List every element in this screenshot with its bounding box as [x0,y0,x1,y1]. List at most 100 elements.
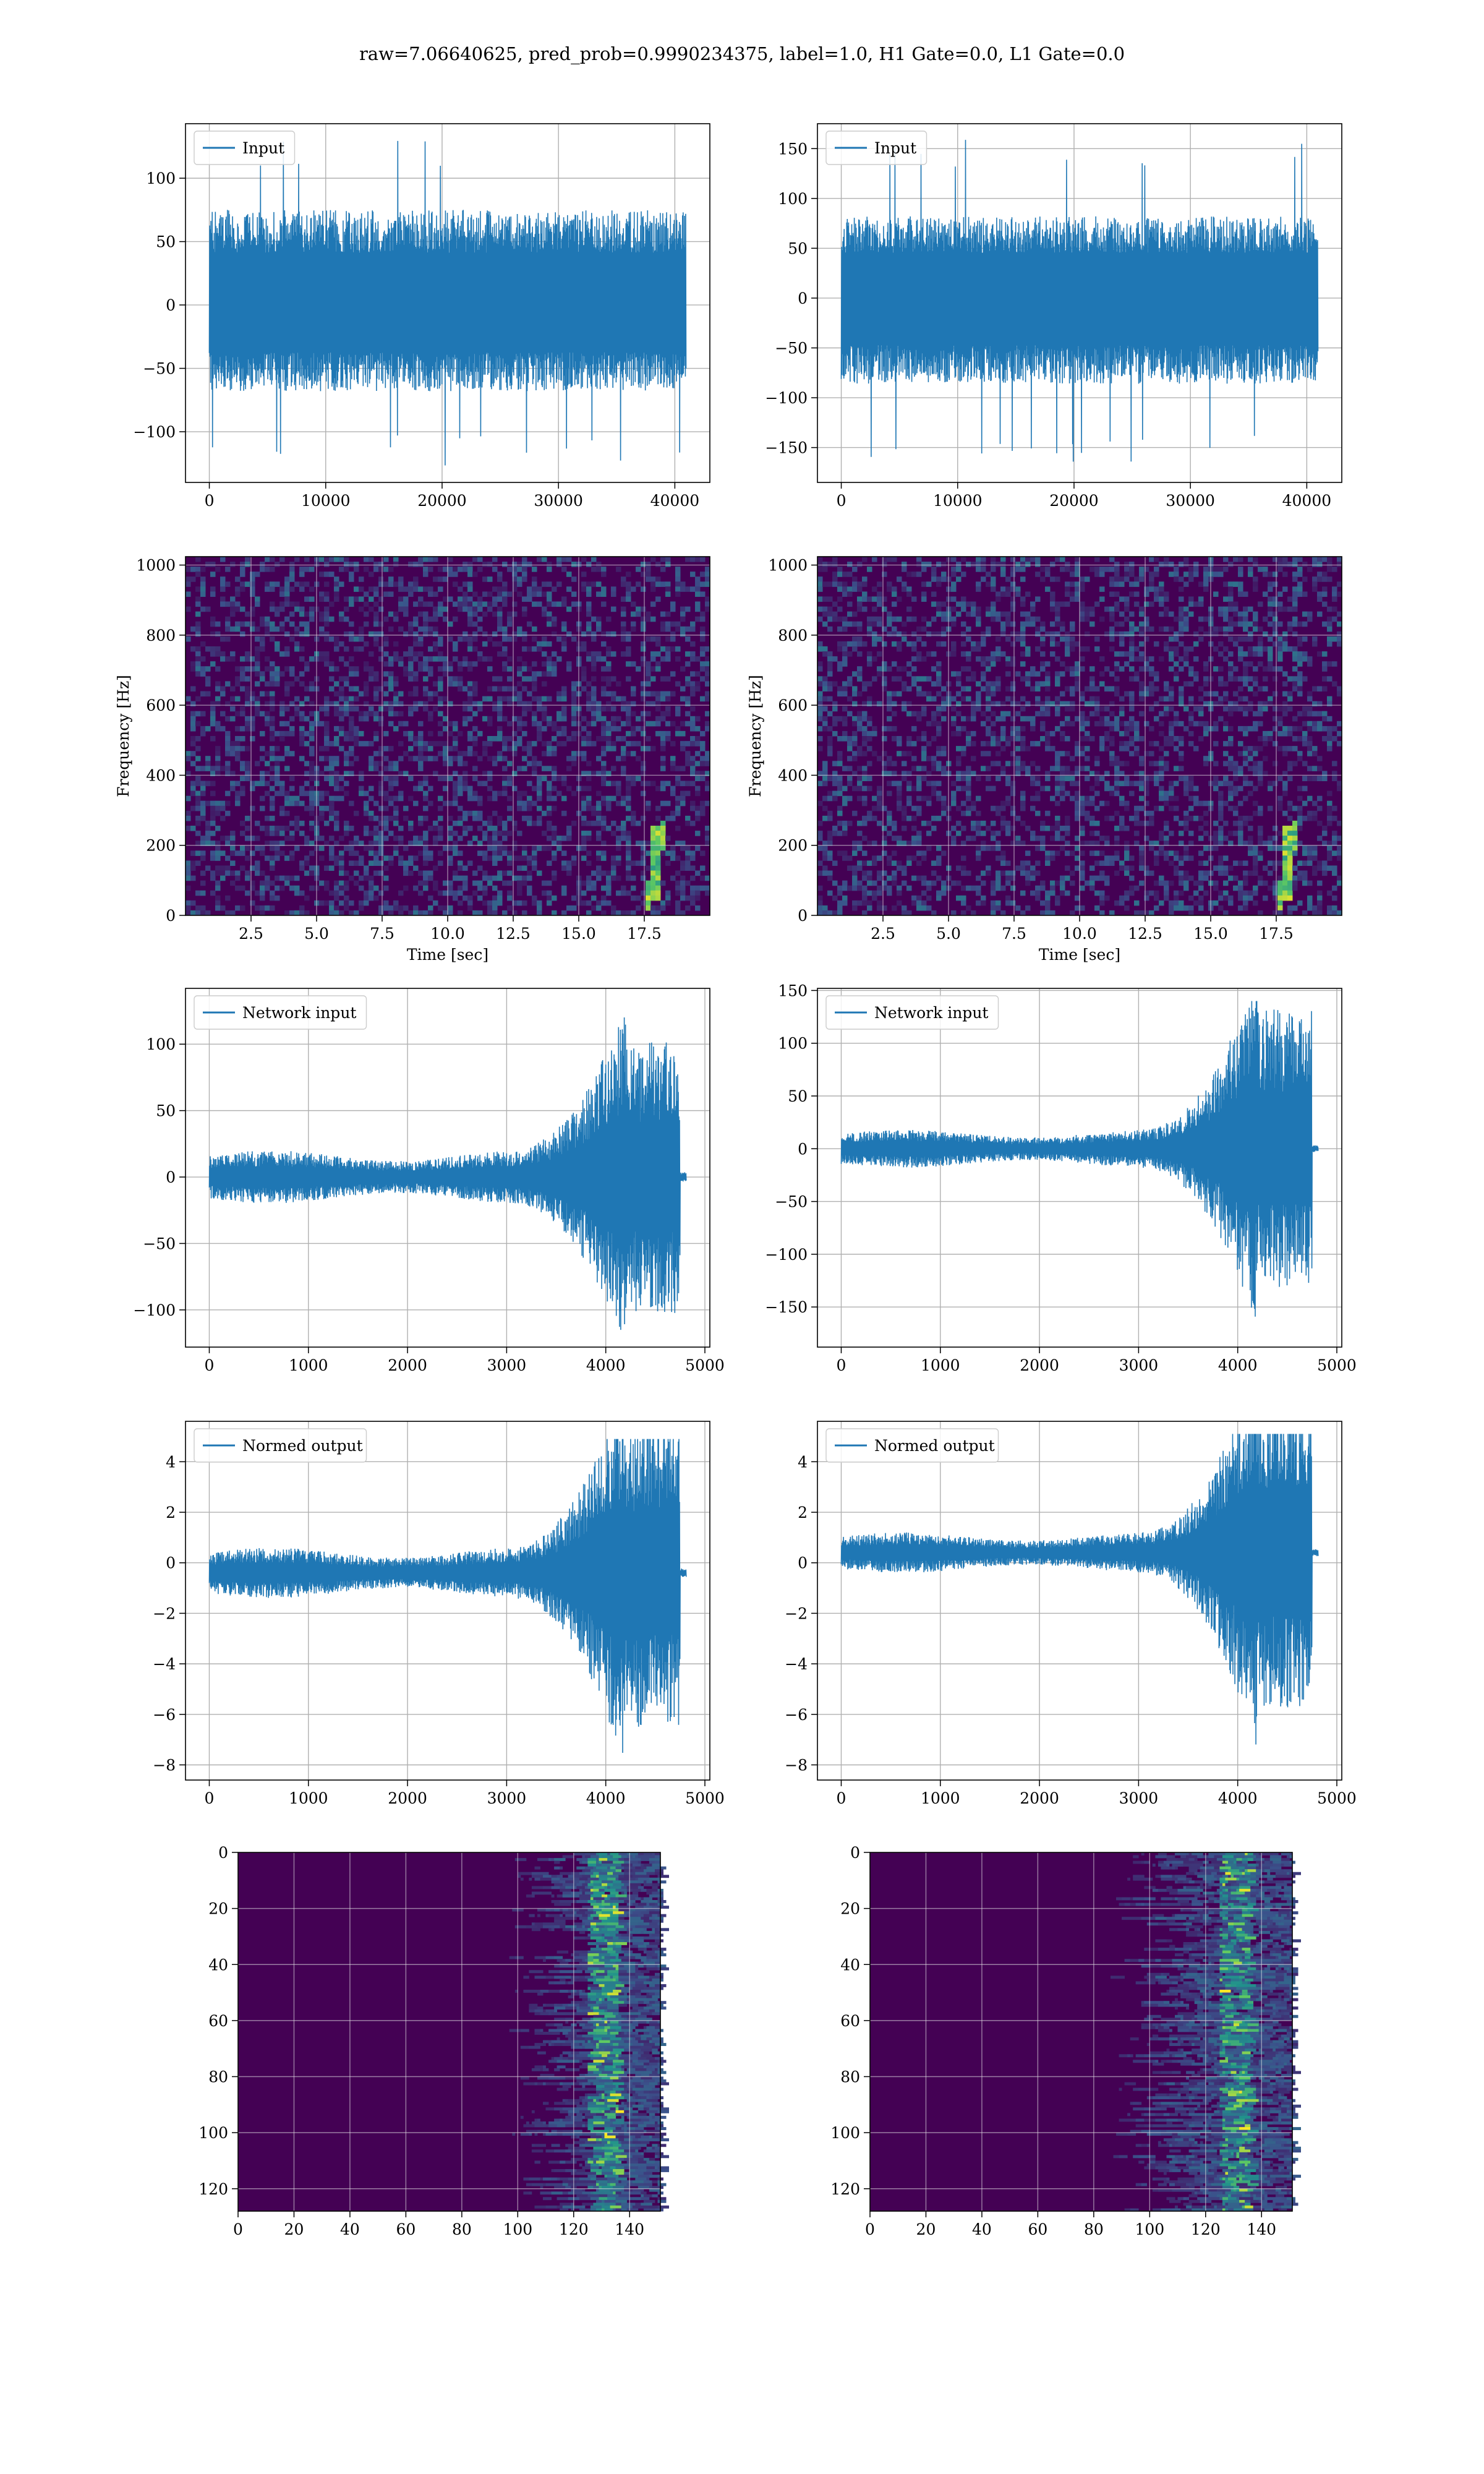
x-tick-label: 5000 [685,1789,725,1807]
x-tick-label: 0 [865,2220,875,2238]
spec-h1-cells [186,557,710,916]
x-axis-label: Time [sec] [1039,946,1120,964]
y-tick-label: 600 [146,696,176,714]
y-tick-label: 4 [166,1453,176,1471]
y-tick-label: 0 [166,1554,176,1572]
legend: Network input [194,995,367,1030]
y-tick-label: −50 [775,340,808,357]
y-tick-label: 60 [840,2012,860,2030]
input-l1-chart: 0 10000 20000 30000 40000 −150 −100 −50 0 50 100 15… [765,123,1342,510]
x-tick-label: 30000 [534,492,583,510]
x-tick-label: 3000 [487,1789,527,1807]
y-tick-label: 1000 [136,557,176,575]
legend-box [194,131,296,165]
x-tick-label: 1000 [289,1789,328,1807]
figure-title: raw=7.06640625, pred_prob=0.9990234375, … [359,43,1125,64]
x-tick-label: 60 [1028,2220,1047,2238]
axes-frame [237,1852,661,2212]
x-tick-label: 7.5 [370,925,394,943]
x-tick-label: 10000 [301,492,351,510]
x-axis-label: Time [sec] [407,946,488,964]
x-tick-label: 17.5 [1259,925,1294,943]
y-tick-label: −8 [153,1756,176,1774]
x-tick-label: 5.0 [936,925,961,943]
x-tick-label: 3000 [1119,1356,1159,1374]
legend-box [194,1428,367,1463]
x-tick-label: 15.0 [1193,925,1228,943]
x-tick-label: 0 [233,2220,243,2238]
x-tick-label: 20000 [417,492,467,510]
y-tick-label: −6 [785,1706,808,1724]
legend-box [825,1428,999,1463]
y-tick-label: 0 [166,1168,176,1186]
x-tick-label: 10.0 [1062,925,1097,943]
x-tick-label: 12.5 [1128,925,1162,943]
x-tick-label: 0 [205,1356,215,1374]
x-tick-label: 20 [916,2220,936,2238]
y-tick-label: 0 [166,907,176,925]
y-tick-label: 40 [208,1956,228,1974]
x-tick-label: 40000 [650,492,700,510]
legend-label: Normed output [242,1437,363,1455]
network-h1-series-line [208,1017,687,1330]
x-tick-label: 5000 [1317,1356,1357,1374]
y-tick-label: 50 [788,1087,808,1105]
y-tick-label: 800 [146,627,176,644]
y-tick-label: 50 [156,1102,176,1120]
y-tick-label: 400 [146,766,176,784]
y-tick-label: 4 [798,1453,808,1471]
x-tick-label: 4000 [586,1356,626,1374]
y-tick-label: 2 [166,1504,176,1522]
x-tick-label: 40 [972,2220,992,2238]
y-tick-label: 200 [146,837,176,855]
y-tick-label: 0 [798,1140,808,1158]
y-tick-label: 200 [778,837,808,855]
x-tick-label: 120 [559,2220,589,2238]
normed-l1-chart: 0 1000 2000 3000 4000 5000 −8 −6 −4 −2 0 2 4 Normed o… [785,1421,1357,1807]
y-tick-label: 2 [798,1504,808,1522]
x-tick-label: 20 [284,2220,304,2238]
y-tick-label: −150 [765,1298,808,1316]
x-tick-label: 80 [452,2220,472,2238]
y-tick-label: 40 [840,1956,860,1974]
x-tick-label: 20000 [1049,492,1099,510]
axes-frame [185,556,710,916]
x-tick-label: 40 [340,2220,360,2238]
x-tick-label: 15.0 [561,925,596,943]
y-tick-label: 150 [778,982,808,999]
input-h1-series-line [208,140,687,466]
x-tick-label: 10.0 [430,925,465,943]
y-tick-label: 60 [208,2012,228,2030]
y-axis-label: Frequency [Hz] [114,675,132,797]
network-l1-chart: 0 1000 2000 3000 4000 5000 −150 −100 −50 0 50 100 15… [765,982,1356,1374]
x-tick-label: 0 [205,1789,215,1807]
legend-label: Network input [242,1004,356,1022]
axes-frame [185,123,710,483]
x-tick-label: 1000 [921,1356,960,1374]
feature-h1-chart: 0 20 40 60 80 100 120 140 0 20 40 60 80 100 120 [198,1844,669,2238]
network-h1-chart: 0 1000 2000 3000 4000 5000 −100 −50 0 50 100 Networ… [133,988,725,1374]
x-tick-label: 100 [1135,2220,1164,2238]
y-tick-label: −8 [785,1756,808,1774]
x-tick-label: 2000 [388,1356,427,1374]
y-tick-label: −50 [775,1193,808,1211]
x-tick-label: 3000 [487,1356,527,1374]
x-tick-label: 100 [503,2220,532,2238]
y-tick-label: 100 [778,190,808,208]
y-tick-label: 0 [218,1844,228,1862]
x-tick-label: 30000 [1166,492,1215,510]
x-tick-label: 2.5 [239,925,263,943]
normed-h1-chart: 0 1000 2000 3000 4000 5000 −8 −6 −4 −2 0 2 4 Normed o… [153,1421,725,1807]
y-tick-label: 50 [788,239,808,257]
x-tick-label: 5000 [1317,1789,1357,1807]
input-h1-chart: 0 10000 20000 30000 40000 −100 −50 0 50 100 Input [133,123,710,510]
x-tick-label: 1000 [289,1356,328,1374]
x-tick-label: 7.5 [1002,925,1026,943]
axes-frame [817,123,1342,483]
y-tick-label: 0 [850,1844,860,1862]
spec-l1-cells [817,557,1342,916]
y-tick-label: −50 [143,360,176,378]
spec-h1-chart: 2.5 5.0 7.5 10.0 12.5 15.0 17.5 0 200 400 600 800 10… [114,556,710,964]
y-tick-label: 80 [208,2068,228,2086]
